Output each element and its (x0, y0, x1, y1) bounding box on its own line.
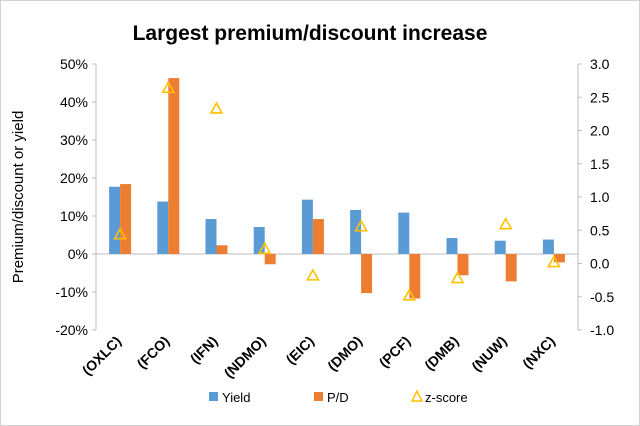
z-score-marker (257, 241, 272, 255)
left-tick-label: 20% (60, 170, 88, 186)
right-tick-label: 0.0 (590, 256, 610, 272)
pd-bar (457, 254, 469, 276)
left-tick-label: 0% (68, 246, 88, 262)
category-label: (DMO) (324, 333, 365, 374)
category-label: (PCF) (376, 333, 414, 371)
right-tick-label: 2.0 (590, 123, 610, 139)
z-score-marker (498, 217, 513, 230)
z-score-marker (306, 268, 320, 281)
z-score-marker (402, 288, 417, 301)
yield-bar (542, 239, 554, 254)
category-label: (NXC) (519, 333, 558, 372)
pd-bar (216, 245, 228, 254)
right-tick-label: -1.0 (590, 322, 614, 338)
category-label: (NUW) (468, 333, 510, 375)
yield-bar (350, 209, 362, 254)
yield-bar (446, 238, 458, 254)
right-tick-label: 1.5 (590, 156, 610, 172)
yield-bar (398, 212, 410, 254)
category-label: (DMB) (421, 333, 461, 373)
z-score-marker (450, 270, 465, 284)
right-tick-label: 2.5 (590, 89, 610, 105)
pd-bar (505, 254, 517, 282)
pd-bar (168, 78, 180, 254)
yield-bar (253, 227, 265, 254)
left-tick-label: 10% (60, 208, 88, 224)
legend-swatch (314, 392, 323, 401)
category-label: (NDMO) (221, 333, 269, 381)
right-tick-label: 0.5 (590, 222, 610, 238)
z-score-marker (161, 80, 176, 94)
left-tick-label: 30% (60, 132, 88, 148)
pd-bar (361, 254, 373, 294)
left-tick-label: -10% (55, 284, 88, 300)
legend-swatch (410, 389, 424, 402)
z-score-marker (209, 101, 224, 114)
z-score-marker (354, 219, 368, 232)
legend: Yield P/D z-score (209, 389, 468, 405)
left-tick-label: 40% (60, 94, 88, 110)
legend-label: P/D (327, 390, 349, 405)
legend-label: z-score (425, 390, 468, 405)
left-tick-label: 50% (60, 56, 88, 72)
z-score-marker (113, 227, 127, 240)
category-label: (OXLC) (79, 333, 124, 378)
right-tick-label: -0.5 (590, 289, 614, 305)
plot-area: -20% -10% 0% 10% 20% 30% 40% 50% -1.0 -0.5 0.0 0.5 1… (55, 56, 614, 381)
category-label: (EIC) (283, 333, 317, 367)
yield-bar (301, 199, 313, 254)
chart-title: Largest premium/discount increase (133, 22, 488, 45)
yield-bar (494, 240, 506, 254)
y-axis-title: Premium/discount or yield (10, 111, 27, 284)
yield-bar (205, 219, 217, 254)
pd-bar (409, 254, 421, 299)
z-score-marker (547, 255, 561, 268)
pd-bar (553, 254, 565, 263)
pd-bar (312, 219, 324, 254)
yield-bar (157, 201, 169, 254)
right-tick-label: 3.0 (590, 56, 610, 72)
category-label: (IFN) (187, 333, 221, 367)
legend-swatch (209, 392, 218, 401)
legend-label: Yield (222, 390, 250, 405)
category-label: (FCO) (134, 333, 173, 372)
yield-bar (109, 186, 121, 254)
pd-bar (120, 184, 132, 254)
pd-bar (264, 254, 276, 265)
right-tick-label: 1.0 (590, 189, 610, 205)
left-tick-label: -20% (55, 322, 88, 338)
